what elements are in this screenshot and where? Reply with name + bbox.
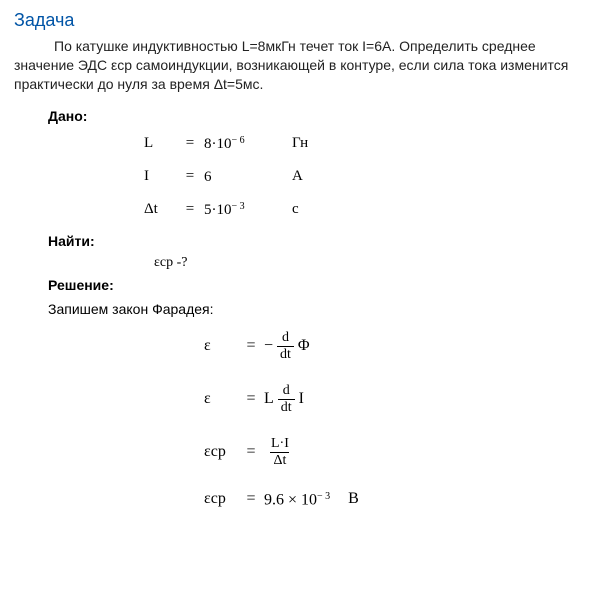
- f3-lhs: εср: [204, 443, 238, 461]
- page-root: Задача По катушке индуктивностью L=8мкГн…: [0, 0, 610, 539]
- given-heading: Дано:: [48, 108, 596, 124]
- given-I-value: 6: [204, 167, 284, 186]
- f4-lhs: εср: [204, 490, 238, 508]
- formula-result: εср = 9.6 × 10− 3 В: [204, 490, 596, 509]
- f4-unit: В: [330, 490, 359, 508]
- f4-value: 9.6 × 10− 3: [264, 490, 330, 509]
- find-question: -?: [177, 255, 188, 270]
- given-row-dt: Δt = 5·10− 3 с: [144, 200, 596, 219]
- f2-fraction: d dt: [278, 384, 295, 415]
- page-title: Задача: [14, 10, 596, 31]
- given-L-value: 8·10− 6: [204, 134, 284, 153]
- eq-sign: =: [238, 490, 264, 508]
- f1-tail: Φ: [298, 337, 310, 355]
- eq-sign: =: [238, 443, 264, 461]
- formula-eps-avg: εср = L·I Δt: [204, 437, 596, 468]
- solution-intro: Запишем закон Фарадея:: [48, 301, 596, 317]
- problem-statement: По катушке индуктивностью L=8мкГн течет …: [14, 37, 596, 94]
- given-row-L: L = 8·10− 6 Гн: [144, 134, 596, 153]
- f1-fraction: d dt: [277, 331, 294, 362]
- solution-heading: Решение:: [48, 277, 596, 293]
- given-row-I: I = 6 A: [144, 167, 596, 186]
- eq-sign: =: [176, 135, 204, 152]
- given-block: L = 8·10− 6 Гн I = 6 A Δt = 5·10− 3 с: [144, 134, 596, 219]
- given-I-symbol: I: [144, 168, 176, 185]
- find-symbol: εср: [154, 255, 173, 270]
- f3-fraction: L·I Δt: [268, 437, 292, 468]
- formula-faraday: ε = − d dt Φ: [204, 331, 596, 362]
- eq-sign: =: [176, 201, 204, 218]
- find-heading: Найти:: [48, 233, 596, 249]
- given-I-unit: A: [284, 168, 332, 185]
- given-dt-symbol: Δt: [144, 201, 176, 218]
- f1-neg: −: [264, 337, 273, 355]
- given-L-symbol: L: [144, 135, 176, 152]
- f2-pre: L: [264, 390, 274, 408]
- formula-column: ε = − d dt Φ ε = L d dt I εср = L·I Δt: [204, 331, 596, 509]
- eq-sign: =: [176, 168, 204, 185]
- f2-tail: I: [299, 390, 304, 408]
- eq-sign: =: [238, 337, 264, 355]
- given-L-unit: Гн: [284, 135, 332, 152]
- given-dt-unit: с: [284, 201, 332, 218]
- f2-lhs: ε: [204, 390, 238, 408]
- find-block: εср -?: [154, 255, 596, 271]
- formula-L-didt: ε = L d dt I: [204, 384, 596, 415]
- f1-lhs: ε: [204, 337, 238, 355]
- given-dt-value: 5·10− 3: [204, 200, 284, 219]
- eq-sign: =: [238, 390, 264, 408]
